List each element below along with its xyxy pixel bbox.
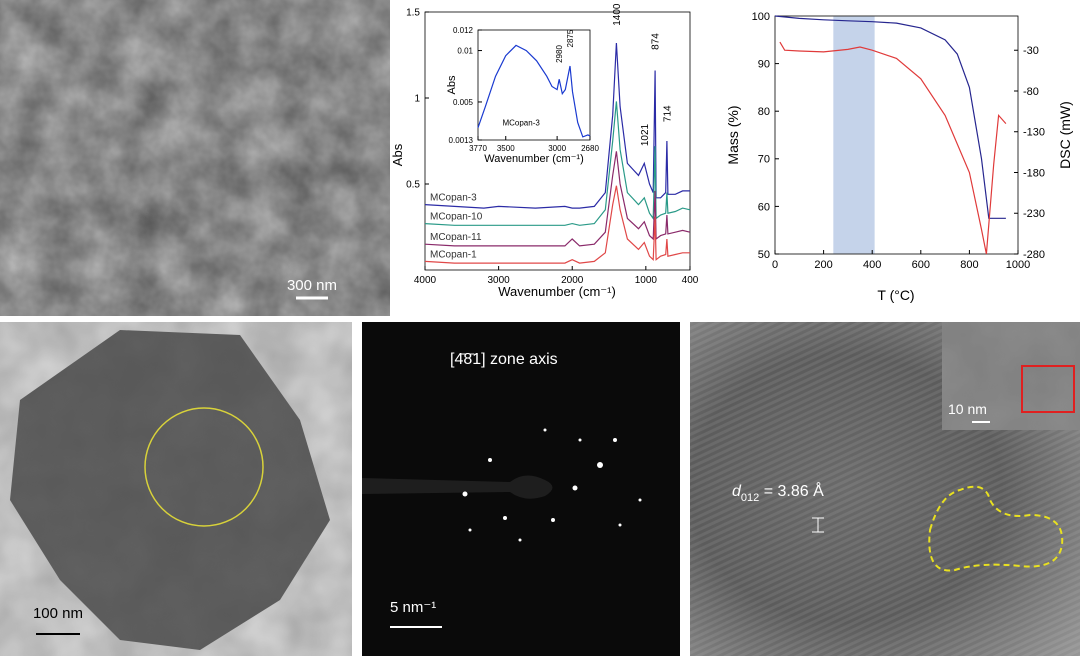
x-tick-label: 2680 bbox=[581, 144, 599, 153]
d-spacing-label: d012 = 3.86 Å bbox=[732, 481, 824, 504]
x-tick-label: 0 bbox=[772, 259, 778, 271]
series-line bbox=[779, 41, 1007, 255]
y-axis-label: Abs bbox=[390, 143, 405, 166]
series-line bbox=[424, 151, 691, 247]
annotation: 714 bbox=[662, 105, 673, 122]
y-tick-label: 1 bbox=[414, 94, 420, 105]
series-label: MCopan-3 bbox=[430, 193, 477, 204]
x-tick-label: 400 bbox=[863, 259, 881, 271]
x-tick-label: 3000 bbox=[548, 144, 566, 153]
y2-tick-label: -130 bbox=[1023, 127, 1045, 139]
y-tick-label: 0.012 bbox=[453, 26, 474, 35]
series-label: MCopan-11 bbox=[430, 232, 482, 243]
y-tick-label: 1.5 bbox=[406, 8, 420, 19]
y-tick-label: 70 bbox=[758, 154, 770, 166]
y-tick-label: 50 bbox=[758, 249, 770, 261]
tem-panel: 100 nm bbox=[0, 322, 352, 656]
x-tick-label: 2000 bbox=[561, 275, 584, 286]
y2-tick-label: -280 bbox=[1023, 249, 1045, 261]
y2-tick-label: -180 bbox=[1023, 167, 1045, 179]
x-tick-label: 3000 bbox=[487, 275, 510, 286]
x-tick-label: 800 bbox=[960, 259, 978, 271]
d-symbol: d bbox=[732, 483, 742, 500]
x-axis-label: T (°C) bbox=[877, 287, 914, 303]
annotation: 2980 bbox=[555, 45, 564, 63]
x-axis-label: Wavenumber (cm⁻¹) bbox=[498, 284, 616, 299]
y-tick-label: 90 bbox=[758, 58, 770, 70]
inset-scale-bar-label: 10 nm bbox=[948, 401, 987, 417]
y-tick-label: 0.0013 bbox=[449, 136, 474, 145]
scale-bar-label: 100 nm bbox=[33, 605, 83, 622]
y2-axis-label: DSC (mW) bbox=[1057, 101, 1073, 169]
shaded-region bbox=[833, 16, 875, 254]
x-tick-label: 1000 bbox=[635, 275, 658, 286]
x-axis-label: Wavenumber (cm⁻¹) bbox=[484, 153, 584, 165]
x-tick-label: 600 bbox=[912, 259, 930, 271]
hrtem-panel: 10 nm d012 = 3.86 Å bbox=[690, 322, 1080, 656]
series-line bbox=[774, 15, 1006, 219]
series-line bbox=[424, 42, 690, 209]
annotation: 874 bbox=[651, 33, 662, 50]
annotation: 1400 bbox=[612, 3, 623, 26]
x-tick-label: 4000 bbox=[414, 275, 437, 286]
x-tick-label: 400 bbox=[682, 275, 699, 286]
annotation: 1021 bbox=[640, 123, 651, 146]
x-tick-label: 3500 bbox=[497, 144, 515, 153]
series-label: MCopan-10 bbox=[430, 212, 483, 223]
y-axis-label: Abs bbox=[446, 75, 458, 94]
y2-tick-label: -80 bbox=[1023, 86, 1039, 98]
scale-bar-label: 300 nm bbox=[287, 277, 337, 294]
y-tick-label: 60 bbox=[758, 201, 770, 213]
series-line bbox=[477, 44, 591, 138]
zone-axis-label: [4̄8̄1] zone axis bbox=[450, 351, 558, 368]
series-line bbox=[424, 101, 691, 226]
y2-tick-label: -30 bbox=[1023, 45, 1039, 57]
d-value: = 3.86 Å bbox=[759, 481, 824, 500]
series-line bbox=[424, 185, 690, 264]
y-tick-label: 0.01 bbox=[457, 46, 473, 55]
y2-tick-label: -230 bbox=[1023, 208, 1045, 220]
x-tick-label: 3770 bbox=[469, 144, 487, 153]
x-tick-label: 200 bbox=[814, 259, 832, 271]
saed-panel: [4̄8̄1] zone axis 5 nm⁻¹ bbox=[362, 322, 680, 656]
annotation: 2875 bbox=[566, 29, 575, 47]
y-tick-label: 80 bbox=[758, 106, 770, 118]
x-tick-label: 1000 bbox=[1006, 259, 1030, 271]
y-tick-label: 0.005 bbox=[453, 98, 474, 107]
annotation: MCopan-3 bbox=[502, 119, 540, 128]
series-label: MCopan-1 bbox=[430, 249, 477, 260]
y-tick-label: 0.5 bbox=[406, 180, 420, 191]
scale-bar-label: 5 nm⁻¹ bbox=[390, 599, 436, 616]
y-tick-label: 100 bbox=[752, 11, 770, 23]
sem-panel: 300 nm bbox=[0, 0, 390, 316]
d-index: 012 bbox=[741, 492, 759, 504]
y-axis-label: Mass (%) bbox=[725, 105, 741, 164]
